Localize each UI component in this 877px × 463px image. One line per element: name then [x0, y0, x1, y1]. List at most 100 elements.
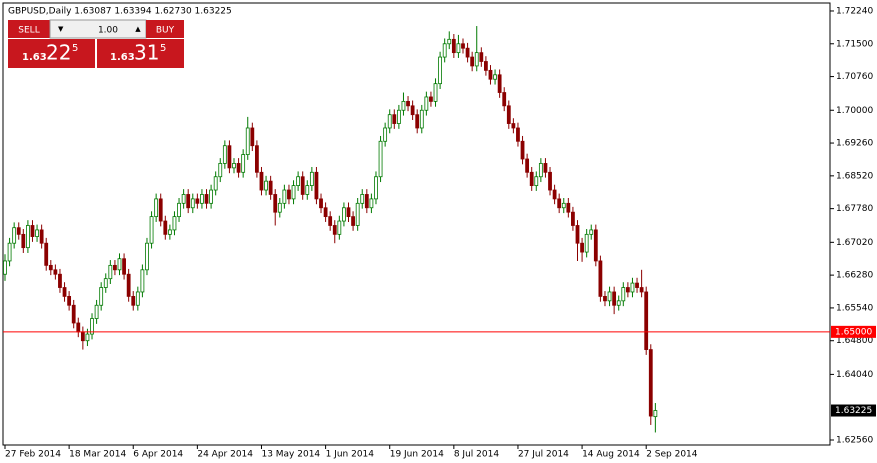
- candle-body: [383, 127, 388, 142]
- x-tick-label: 6 Apr 2014: [133, 450, 183, 460]
- candle-body: [3, 260, 7, 275]
- x-tick-label: 2 Sep 2014: [646, 450, 698, 460]
- candle-body: [236, 163, 241, 173]
- candle-body: [35, 229, 39, 237]
- candle-body: [16, 227, 21, 235]
- candle-body: [245, 127, 250, 155]
- y-tick-label: 1.66280: [836, 271, 873, 281]
- price-label-bg: [831, 404, 876, 417]
- candle-body: [451, 38, 456, 54]
- candle-body: [204, 194, 209, 204]
- candle-body: [218, 163, 223, 178]
- sell-price-big: 1.63: [22, 52, 47, 63]
- y-tick-label: 1.67020: [836, 238, 873, 248]
- candle-body: [113, 264, 117, 271]
- candle-body: [209, 189, 214, 204]
- candle-body: [644, 291, 649, 350]
- candle-body: [598, 260, 603, 297]
- candle-body: [90, 318, 94, 335]
- candle-body: [140, 269, 145, 293]
- candle-body: [195, 198, 200, 204]
- candle-body: [250, 127, 255, 147]
- candle-body: [520, 140, 525, 160]
- y-tick-label: 1.62560: [836, 435, 873, 445]
- sell-price-frac: 5: [72, 43, 78, 54]
- sell-price-pips: 22: [46, 41, 71, 65]
- buy-price-pips: 31: [134, 41, 159, 65]
- candle-body: [621, 287, 626, 302]
- hline-label: 1.65000: [835, 327, 872, 337]
- candle-body: [67, 295, 72, 306]
- candle-body: [323, 207, 328, 218]
- candle-body: [103, 278, 108, 288]
- candle-body: [607, 291, 612, 302]
- candle-body: [186, 194, 191, 209]
- candle-body: [438, 56, 443, 85]
- candle-body: [232, 163, 236, 169]
- candle-body: [612, 291, 617, 306]
- candle-body: [264, 180, 268, 191]
- candle-body: [479, 52, 484, 62]
- candle-body: [273, 194, 278, 213]
- candle-body: [589, 229, 594, 235]
- candle-body: [328, 216, 333, 226]
- candle-body: [314, 171, 319, 200]
- candle-body: [94, 304, 99, 319]
- candle-body: [268, 180, 273, 195]
- y-tick-label: 1.64040: [836, 370, 873, 380]
- x-tick-label: 18 Mar 2014: [69, 450, 126, 460]
- candle-body: [374, 176, 378, 200]
- candle-body: [447, 38, 452, 45]
- candle-body: [53, 269, 58, 275]
- candle-body: [131, 295, 136, 306]
- candle-body: [346, 207, 351, 218]
- candle-body: [630, 282, 635, 293]
- candle-body: [378, 140, 383, 178]
- sell-button[interactable]: [8, 20, 50, 38]
- candle-body: [108, 264, 113, 280]
- candle-body: [305, 185, 310, 195]
- candle-body: [561, 202, 566, 209]
- candle-body: [62, 287, 67, 297]
- buy-button[interactable]: [146, 20, 184, 38]
- candle-body: [635, 282, 639, 288]
- candle-body: [39, 229, 44, 244]
- candle-body: [154, 198, 159, 218]
- x-tick-label: 13 May 2014: [261, 450, 320, 460]
- lots-value: 1.00: [98, 26, 118, 36]
- candle-body: [181, 194, 186, 204]
- candle-body: [332, 225, 337, 235]
- candle-body: [48, 264, 53, 271]
- candle-body: [360, 194, 365, 204]
- candle-body: [543, 163, 548, 173]
- candle-body: [593, 229, 598, 262]
- x-tick-label: 8 Jul 2014: [454, 450, 499, 460]
- candle-body: [145, 242, 149, 271]
- candle-body: [259, 171, 264, 191]
- candle-body: [21, 233, 26, 249]
- candle-body: [497, 74, 502, 93]
- candle-body: [470, 56, 475, 67]
- candle-body: [163, 220, 168, 235]
- plot-frame: [2, 2, 831, 446]
- candle-body: [190, 198, 195, 209]
- candle-body: [282, 189, 287, 204]
- candle-body: [580, 242, 584, 253]
- candle-body: [653, 410, 658, 418]
- y-tick-label: 1.67780: [836, 204, 873, 214]
- x-tick-label: 19 Jun 2014: [390, 450, 444, 460]
- candle-body: [135, 291, 140, 306]
- candle-body: [364, 194, 369, 209]
- candle-body: [158, 198, 163, 222]
- candle-body: [319, 198, 323, 209]
- candle-body: [557, 198, 562, 209]
- candle-body: [575, 225, 580, 244]
- candle-body: [287, 189, 291, 200]
- candle-body: [548, 171, 552, 191]
- sell-price-box[interactable]: [8, 39, 95, 68]
- candle-body: [516, 127, 520, 142]
- candle-body: [511, 123, 516, 129]
- candle-body: [534, 176, 539, 186]
- candle-body: [506, 105, 511, 124]
- buy-price-box[interactable]: [97, 39, 184, 68]
